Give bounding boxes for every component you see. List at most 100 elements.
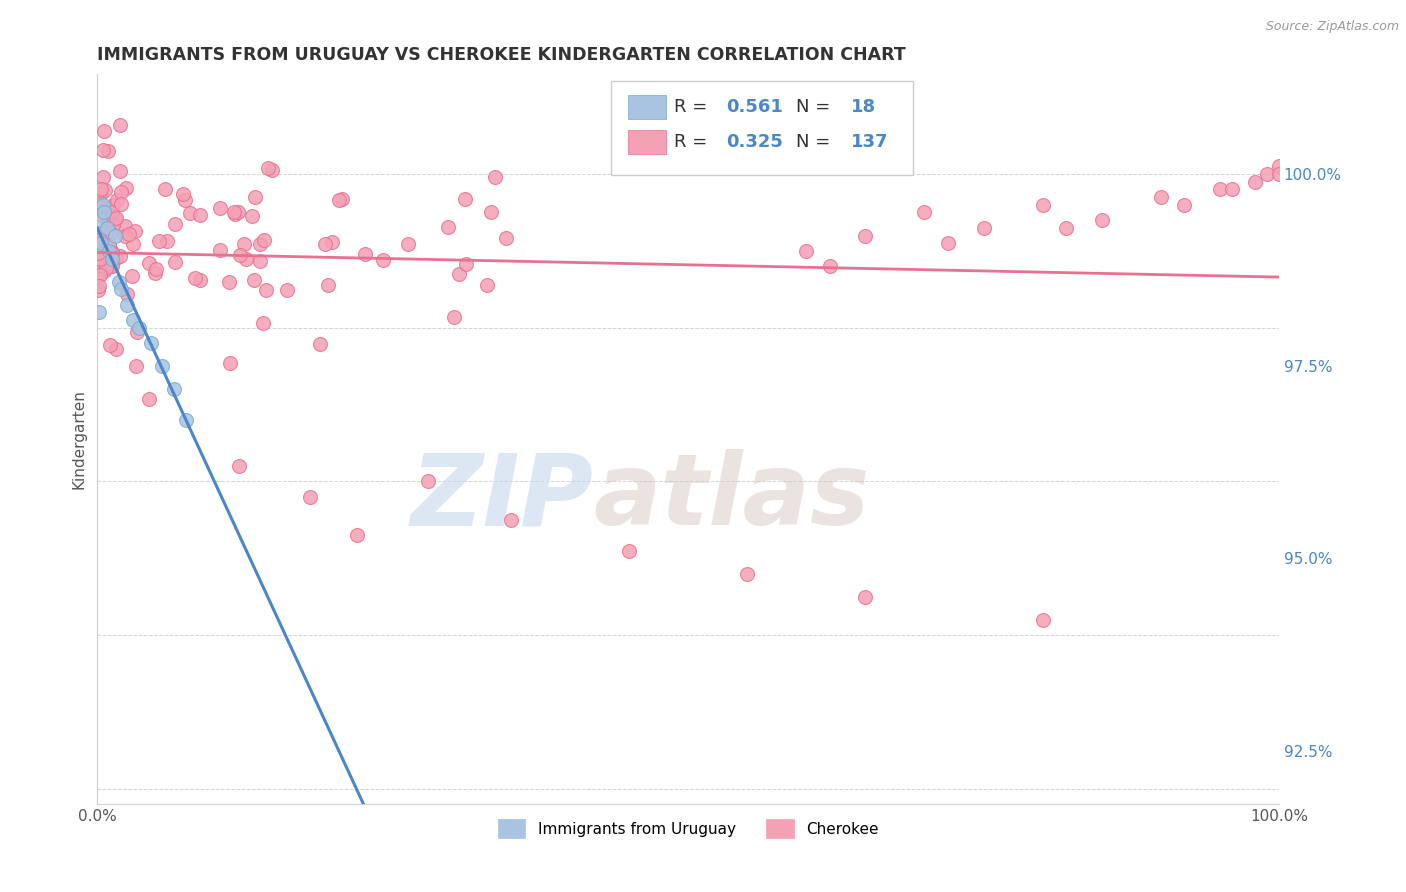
Point — [229, 248, 252, 262]
Point — [138, 256, 160, 270]
Point — [87, 305, 110, 319]
Point — [89, 199, 111, 213]
Point — [479, 204, 502, 219]
Point — [853, 228, 876, 243]
Point — [330, 192, 353, 206]
Text: 18: 18 — [851, 98, 876, 116]
Text: N =: N = — [796, 133, 835, 151]
FancyBboxPatch shape — [628, 129, 665, 154]
Point — [87, 266, 110, 280]
Text: R =: R = — [673, 98, 713, 116]
Point — [183, 270, 205, 285]
Point — [96, 260, 118, 275]
Point — [96, 220, 118, 235]
Point — [1032, 198, 1054, 212]
Point — [100, 252, 122, 266]
Point — [115, 298, 138, 312]
Point — [139, 336, 162, 351]
Point — [138, 392, 160, 406]
Point — [418, 475, 440, 489]
FancyBboxPatch shape — [628, 95, 665, 120]
Point — [100, 259, 122, 273]
Point — [321, 235, 343, 249]
Point — [98, 338, 121, 352]
Point — [1256, 167, 1278, 181]
FancyBboxPatch shape — [612, 81, 912, 175]
Point — [240, 209, 263, 223]
Point — [437, 220, 460, 235]
Point — [101, 244, 124, 259]
Point — [91, 198, 114, 212]
Point — [1150, 190, 1173, 204]
Point — [100, 259, 122, 273]
Point — [252, 316, 274, 330]
Text: R =: R = — [673, 133, 713, 151]
Point — [222, 205, 245, 219]
Point — [128, 320, 150, 334]
Point — [249, 254, 271, 268]
Point — [1220, 182, 1243, 196]
Point — [257, 161, 280, 176]
Point — [818, 260, 841, 274]
Point — [1268, 167, 1291, 181]
Point — [114, 181, 136, 195]
Point — [914, 205, 936, 219]
Point — [89, 213, 111, 227]
Text: 0.325: 0.325 — [725, 133, 783, 151]
Point — [114, 219, 136, 234]
Point — [101, 245, 124, 260]
Point — [87, 259, 110, 273]
Point — [443, 310, 465, 325]
Text: 137: 137 — [851, 133, 889, 151]
Point — [91, 144, 114, 158]
Point — [108, 118, 131, 132]
Point — [499, 513, 522, 527]
Point — [125, 325, 148, 339]
Point — [105, 193, 128, 207]
Point — [87, 283, 110, 297]
Point — [105, 343, 128, 357]
Point — [87, 251, 110, 265]
Point — [93, 264, 115, 278]
Text: N =: N = — [796, 98, 835, 116]
Point — [114, 228, 136, 243]
Point — [188, 208, 211, 222]
Point — [115, 286, 138, 301]
Point — [87, 207, 110, 221]
Point — [235, 252, 257, 267]
Point — [87, 197, 110, 211]
Point — [209, 201, 232, 215]
Point — [299, 490, 322, 504]
Point — [93, 205, 115, 219]
Point — [243, 273, 266, 287]
Point — [97, 144, 120, 158]
Point — [208, 244, 231, 258]
Point — [121, 313, 143, 327]
Point — [276, 283, 298, 297]
Point — [1173, 198, 1195, 212]
Point — [93, 124, 115, 138]
Point — [456, 257, 478, 271]
Legend: Immigrants from Uruguay, Cherokee: Immigrants from Uruguay, Cherokee — [492, 814, 884, 844]
Point — [1032, 613, 1054, 627]
Point — [314, 236, 336, 251]
Text: Source: ZipAtlas.com: Source: ZipAtlas.com — [1265, 20, 1399, 33]
Point — [96, 213, 118, 227]
Point — [353, 246, 375, 260]
Point — [179, 206, 201, 220]
Point — [121, 269, 143, 284]
Point — [328, 194, 350, 208]
Point — [163, 382, 186, 396]
Point — [449, 267, 471, 281]
Point — [735, 566, 758, 581]
Point — [90, 186, 112, 200]
Text: atlas: atlas — [593, 450, 870, 546]
Point — [396, 236, 419, 251]
Point — [93, 169, 115, 184]
Point — [224, 207, 246, 221]
Point — [90, 236, 112, 251]
Point — [484, 170, 506, 185]
Point — [346, 528, 368, 542]
Point — [1244, 175, 1267, 189]
Point — [104, 212, 127, 227]
